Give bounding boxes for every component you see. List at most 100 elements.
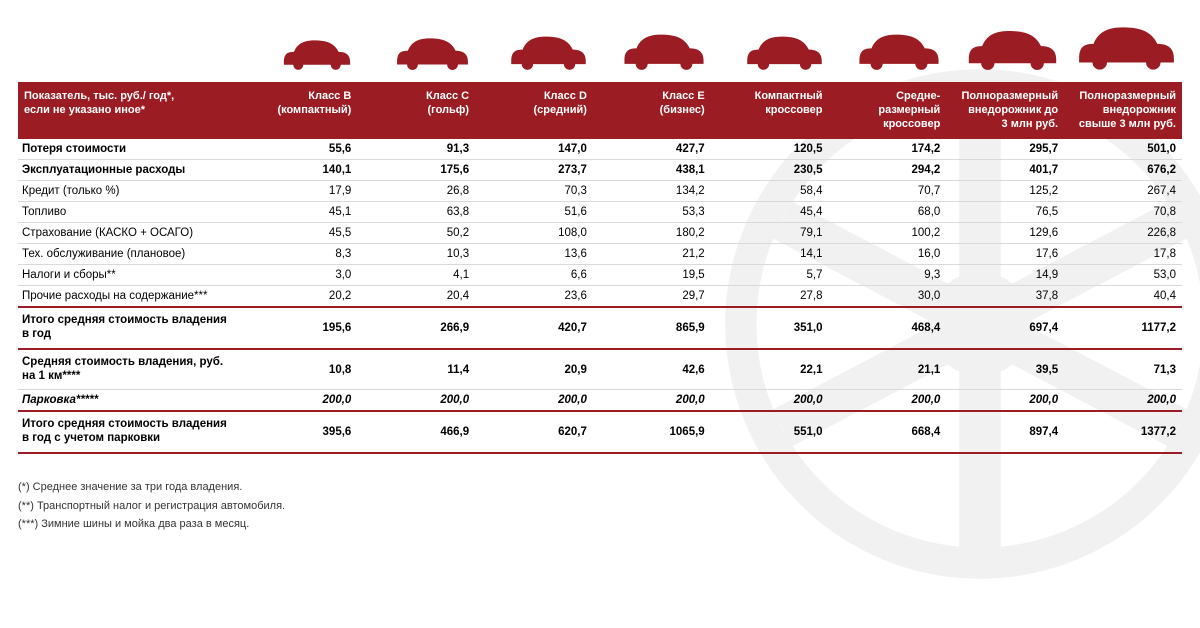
cell-value: 13,6 [475, 244, 593, 265]
cell-value: 50,2 [357, 223, 475, 244]
cell-value: 140,1 [240, 160, 358, 181]
cell-value: 147,0 [475, 139, 593, 160]
column-header-mcv: Средне-размерныйкроссовер [829, 82, 947, 139]
cell-value: 11,4 [357, 349, 475, 390]
cell-value: 1377,2 [1064, 411, 1182, 453]
cell-value: 39,5 [946, 349, 1064, 390]
cell-value: 551,0 [711, 411, 829, 453]
column-header-b: Класс B(компактный) [240, 82, 358, 139]
cell-value: 200,0 [593, 390, 711, 412]
table-row: Прочие расходы на содержание***20,220,42… [18, 286, 1182, 308]
cell-value: 20,4 [357, 286, 475, 308]
car-icon [281, 37, 353, 71]
cell-value: 395,6 [240, 411, 358, 453]
cell-value: 4,1 [357, 265, 475, 286]
cell-value: 676,2 [1064, 160, 1182, 181]
cell-value: 58,4 [711, 181, 829, 202]
cell-value: 195,6 [240, 307, 358, 349]
cost-table: Показатель, тыс. руб./ год*,если не указ… [18, 12, 1182, 454]
row-label: Топливо [18, 202, 240, 223]
cell-value: 30,0 [829, 286, 947, 308]
cell-value: 438,1 [593, 160, 711, 181]
cell-value: 294,2 [829, 160, 947, 181]
cell-value: 71,3 [1064, 349, 1182, 390]
table-row: Налоги и сборы**3,04,16,619,55,79,314,95… [18, 265, 1182, 286]
cell-value: 91,3 [357, 139, 475, 160]
cell-value: 79,1 [711, 223, 829, 244]
cell-value: 125,2 [946, 181, 1064, 202]
cell-value: 200,0 [475, 390, 593, 412]
row-label: Прочие расходы на содержание*** [18, 286, 240, 308]
cell-value: 200,0 [1064, 390, 1182, 412]
cell-value: 226,8 [1064, 223, 1182, 244]
cell-value: 420,7 [475, 307, 593, 349]
cell-value: 20,2 [240, 286, 358, 308]
cell-value: 63,8 [357, 202, 475, 223]
car-icon [1075, 23, 1178, 71]
cell-value: 19,5 [593, 265, 711, 286]
cell-value: 295,7 [946, 139, 1064, 160]
cell-value: 70,7 [829, 181, 947, 202]
footnote: (**) Транспортный налог и регистрация ав… [18, 497, 1182, 516]
table-row: Тех. обслуживание (плановое)8,310,313,62… [18, 244, 1182, 265]
row-label: Итого средняя стоимость владения в год [18, 307, 240, 349]
footnote: (***) Зимние шины и мойка два раза в мес… [18, 515, 1182, 534]
cell-value: 175,6 [357, 160, 475, 181]
footnotes: (*) Среднее значение за три года владени… [18, 478, 1182, 534]
cell-value: 230,5 [711, 160, 829, 181]
car-icon [965, 27, 1060, 71]
cell-value: 266,9 [357, 307, 475, 349]
cell-value: 108,0 [475, 223, 593, 244]
column-header-e: Класс E(бизнес) [593, 82, 711, 139]
cell-value: 53,3 [593, 202, 711, 223]
row-label: Страхование (КАСКО + ОСАГО) [18, 223, 240, 244]
cell-value: 17,6 [946, 244, 1064, 265]
cell-value: 8,3 [240, 244, 358, 265]
cell-value: 1177,2 [1064, 307, 1182, 349]
cell-value: 668,4 [829, 411, 947, 453]
cell-value: 351,0 [711, 307, 829, 349]
table-row: Средняя стоимость владения, руб. на 1 км… [18, 349, 1182, 390]
column-header-cuv: Компактныйкроссовер [711, 82, 829, 139]
cell-value: 76,5 [946, 202, 1064, 223]
cell-value: 51,6 [475, 202, 593, 223]
cell-value: 120,5 [711, 139, 829, 160]
cell-value: 3,0 [240, 265, 358, 286]
cell-value: 200,0 [240, 390, 358, 412]
cell-value: 5,7 [711, 265, 829, 286]
column-header-suv2: Полноразмерныйвнедорожниксвыше 3 млн руб… [1064, 82, 1182, 139]
cell-value: 174,2 [829, 139, 947, 160]
cell-value: 9,3 [829, 265, 947, 286]
cell-value: 70,3 [475, 181, 593, 202]
cell-value: 45,1 [240, 202, 358, 223]
cell-value: 200,0 [711, 390, 829, 412]
table-row: Топливо45,163,851,653,345,468,076,570,8 [18, 202, 1182, 223]
cell-value: 620,7 [475, 411, 593, 453]
row-label: Парковка***** [18, 390, 240, 412]
cell-value: 23,6 [475, 286, 593, 308]
cell-value: 10,3 [357, 244, 475, 265]
table-row: Итого средняя стоимость владения в год19… [18, 307, 1182, 349]
cell-value: 1065,9 [593, 411, 711, 453]
column-header-d: Класс D(средний) [475, 82, 593, 139]
cell-value: 134,2 [593, 181, 711, 202]
cell-value: 14,9 [946, 265, 1064, 286]
cell-value: 37,8 [946, 286, 1064, 308]
cell-value: 466,9 [357, 411, 475, 453]
cell-value: 14,1 [711, 244, 829, 265]
cell-value: 17,8 [1064, 244, 1182, 265]
table-row: Итого средняя стоимость владения в год с… [18, 411, 1182, 453]
cell-value: 53,0 [1064, 265, 1182, 286]
cell-value: 70,8 [1064, 202, 1182, 223]
cell-value: 26,8 [357, 181, 475, 202]
cell-value: 21,2 [593, 244, 711, 265]
row-label: Эксплуатационные расходы [18, 160, 240, 181]
cell-value: 273,7 [475, 160, 593, 181]
table-row: Кредит (только %)17,926,870,3134,258,470… [18, 181, 1182, 202]
row-label: Тех. обслуживание (плановое) [18, 244, 240, 265]
cell-value: 129,6 [946, 223, 1064, 244]
cell-value: 401,7 [946, 160, 1064, 181]
row-label: Кредит (только %) [18, 181, 240, 202]
row-label: Налоги и сборы** [18, 265, 240, 286]
car-icon [394, 35, 471, 71]
